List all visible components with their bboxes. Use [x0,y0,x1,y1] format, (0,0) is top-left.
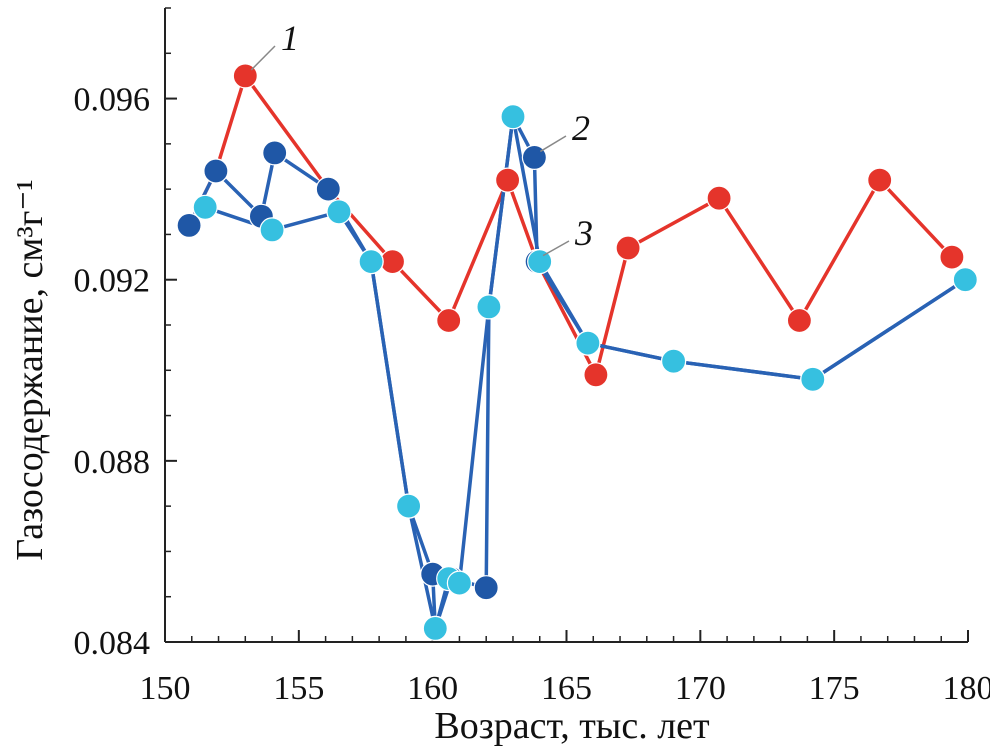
series-1-point [706,185,732,211]
series-2-leader [539,135,567,153]
y-axis-title: Газосодержание, см³г⁻¹ [9,179,51,561]
series-1-leader [250,45,276,71]
series-1-point [786,307,813,334]
x-tick-label: 150 [140,670,191,707]
chart-series-markers [176,63,978,642]
series-3-point [259,217,285,243]
series-3-point [326,199,352,225]
series-1-point [867,167,893,193]
series-3-leader [542,240,570,257]
series-1-line [187,74,954,377]
series-3-point [952,267,978,293]
chart-axes [164,8,968,643]
series-3-point [446,570,472,596]
chart-series-labels: 1 2 3 [250,18,593,257]
series-3-point [192,194,218,220]
series-3-point [527,249,553,275]
series-3-point [358,249,384,275]
series-2-point [315,176,341,202]
x-tick-label: 170 [675,670,726,707]
series-2-point [203,158,229,184]
y-tick-label: 0.088 [74,444,151,481]
series-1-point [939,244,965,270]
series-3-point [422,615,448,642]
series-3-point [396,493,422,519]
y-tick-label: 0.084 [74,625,151,662]
series-2-point [262,140,288,166]
series-1-point [379,249,406,275]
chart-ticks: 150 155 160 165 170 175 180 0.084 0.088 0.092 0.09… [74,7,990,707]
series-3-label: 3 [574,213,593,253]
series-1-point [583,362,609,388]
x-tick-label: 165 [541,670,592,707]
series-2-line [187,114,967,631]
series-3-point [500,104,526,130]
series-2-point [176,212,202,238]
y-tick-label: 0.096 [74,82,151,119]
series-3-point [660,348,687,374]
series-2-point [473,575,499,601]
x-axis-title: Возраст, тыс. лет [434,705,710,747]
series-3-point [800,366,826,392]
chart-series-lines [187,74,967,631]
series-2-point [521,144,548,170]
series-1-point [436,307,462,334]
series-1-point [615,235,641,261]
x-tick-label: 175 [809,670,860,707]
x-tick-label: 180 [943,670,990,707]
y-tick-label: 0.092 [74,263,151,300]
series-3-point [575,330,601,356]
series-3-point [476,294,502,320]
x-tick-label: 155 [273,670,324,707]
series-2-label: 2 [572,108,590,148]
series-1-label: 1 [281,18,299,58]
x-tick-label: 160 [407,670,458,707]
series-1-point [495,167,521,193]
